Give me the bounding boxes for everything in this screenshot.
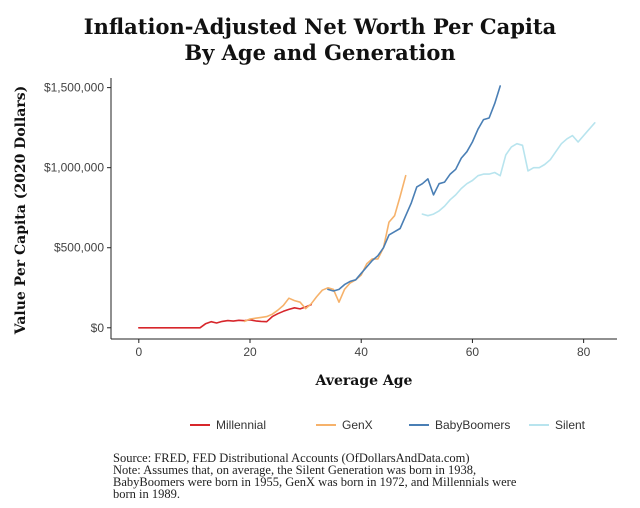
legend-label-millennial: Millennial <box>216 418 266 432</box>
note-line: born in 1989. <box>113 487 181 501</box>
y-axis-label: Value Per Capita (2020 Dollars) <box>13 86 29 336</box>
source-note: Source: FRED, FED Distributional Account… <box>113 451 613 501</box>
x-tick-label: 20 <box>243 345 257 359</box>
x-ticks: 0 20 40 60 80 <box>135 339 591 359</box>
x-tick-label: 60 <box>466 345 480 359</box>
legend-label-genx: GenX <box>342 418 373 432</box>
source-line: Source: FRED, FED Distributional Account… <box>113 451 470 465</box>
chart-title-line-1: Inflation-Adjusted Net Worth Per Capita <box>83 14 557 39</box>
legend-label-silent: Silent <box>555 418 586 432</box>
x-axis-label: Average Age <box>315 373 413 389</box>
chart-title-line-2: By Age and Generation <box>184 40 456 65</box>
legend: Millennial GenX BabyBoomers Silent <box>190 418 586 432</box>
plot-lines <box>138 85 596 329</box>
y-tick-label: $0 <box>91 321 105 335</box>
x-tick-label: 40 <box>355 345 369 359</box>
y-ticks: $0 $500,000 $1,000,000 $1,500,000 <box>44 81 111 335</box>
y-tick-label: $1,500,000 <box>44 81 104 95</box>
x-tick-label: 0 <box>135 345 142 359</box>
y-tick-label: $1,000,000 <box>44 161 104 175</box>
legend-label-babyboomers: BabyBoomers <box>435 418 510 432</box>
y-tick-label: $500,000 <box>54 241 104 255</box>
series-line-genx <box>243 174 407 323</box>
x-tick-label: 80 <box>577 345 591 359</box>
series-line-millennial <box>138 303 313 329</box>
series-line-babyboomers <box>327 85 502 292</box>
series-line-silent <box>421 122 596 217</box>
note-line: BabyBoomers were born in 1955, GenX was … <box>113 475 517 489</box>
note-line: Note: Assumes that, on average, the Sile… <box>113 463 477 477</box>
